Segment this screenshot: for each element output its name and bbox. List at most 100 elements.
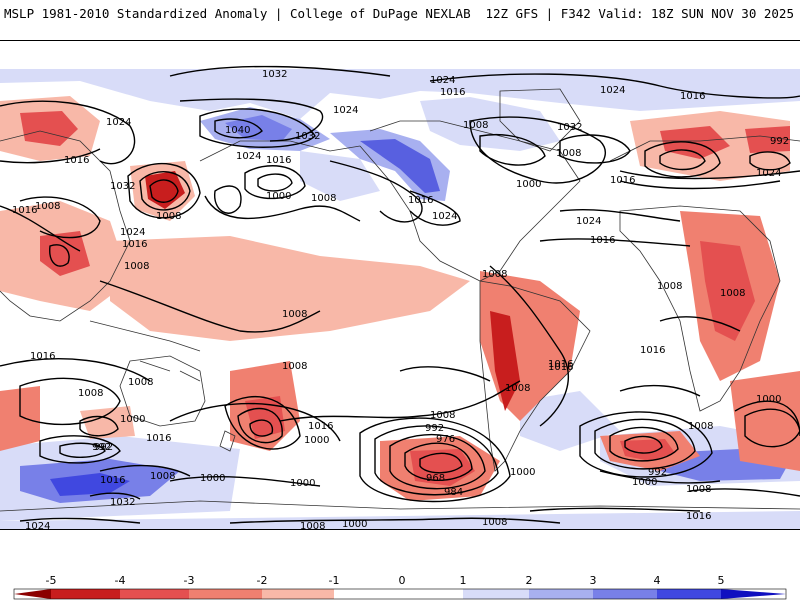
colorbar-swatch-zero: [334, 589, 463, 599]
isobar-label: 1024: [236, 151, 261, 162]
isobar-med-1024: [559, 208, 681, 222]
isobar-sep-low-5: [359, 417, 511, 503]
neg-anomaly-australia: [0, 386, 40, 451]
isobar-label: 1008: [300, 521, 325, 529]
isobar-sep-low-1: [419, 452, 463, 474]
isobar-label: 1024: [576, 216, 601, 227]
colorbar-tick: -3: [183, 574, 195, 587]
isobar-label: 968: [426, 473, 445, 484]
isobar-eur-1016: [619, 180, 781, 190]
isobar-sp-1016: [279, 380, 521, 422]
pos-anomaly-east-pac: [300, 151, 380, 201]
pos-anomaly-siberia-ext: [420, 97, 560, 151]
isobar-label: 992: [94, 442, 113, 453]
isobar-eur-low-3: [749, 151, 791, 171]
isobar-sw-pac-low-1: [249, 419, 274, 437]
isobar-eur-1008: [619, 170, 800, 180]
isobar-label: 1016: [548, 359, 573, 370]
coast-new-zealand: [219, 430, 236, 452]
isobar-label: 1024: [333, 105, 358, 116]
isobar-label: 1008: [720, 288, 745, 299]
isobar-spac-1032: [89, 492, 141, 500]
isobar-conus-1024: [409, 190, 461, 226]
isobar-satl-low-2: [609, 426, 679, 462]
isobar-label: 1016: [12, 205, 37, 216]
anomaly-map: 1032 1024 1016 1024 1024 1016 1024 1008 …: [0, 65, 800, 529]
isobar-canada-1016: [329, 160, 423, 223]
neg-anomaly-africa-b: [700, 241, 755, 341]
colorbar-swatch-pos5: [721, 589, 786, 599]
map-panel: 1032 1024 1016 1024 1024 1016 1024 1008 …: [0, 40, 800, 530]
neg-anomaly-east-aus: [80, 406, 135, 439]
isobar-label: 1032: [295, 131, 320, 142]
isobar-label: 1008: [150, 471, 175, 482]
isobar-label: 1000: [510, 467, 535, 478]
isobar-label: 1024: [600, 85, 625, 96]
isobar-label: 992: [92, 442, 111, 453]
isobar-label: 1008: [35, 201, 60, 212]
colorbar-swatch-pos2: [529, 589, 593, 599]
isobar-label: 1008: [282, 309, 307, 320]
isobar-label: 1016: [610, 175, 635, 186]
isobar-label: 1040: [225, 125, 250, 136]
coast-europe: [609, 135, 800, 162]
isobar-label: 976: [436, 434, 455, 445]
neg-anomaly-andes: [490, 311, 520, 411]
isobar-label: 1008: [430, 410, 455, 421]
isobar-arctic-1024: [429, 73, 800, 99]
isobar-spac-1024: [19, 517, 141, 524]
isobar-label: 1016: [64, 155, 89, 166]
isobar-aus-1008: [0, 358, 151, 382]
neg-anomaly-west-pac-b: [40, 231, 90, 276]
isobar-africa-1008: [659, 316, 741, 332]
isobar-label: 1016: [146, 433, 171, 444]
coast-africa: [619, 205, 781, 412]
coast-australia: [119, 355, 206, 427]
isobar-label: 1008: [78, 388, 103, 399]
coast-antarctica: [0, 500, 800, 512]
coast-maritime: [89, 320, 201, 382]
isobar-sw-pac-1000: [224, 396, 301, 450]
isobar-label: 1024: [106, 117, 131, 128]
isobar-npac-1024: [0, 100, 136, 165]
isobar-alaska-1024: [179, 98, 324, 142]
isobar-label: 1016: [686, 511, 711, 522]
isobar-ak-1032: [199, 108, 316, 148]
isobar-so-1000: [599, 470, 721, 484]
isobar-atl-1016: [539, 238, 691, 247]
isobar-epac-high: [257, 173, 293, 192]
neg-anomaly-sw-pac-b: [245, 396, 285, 439]
isobar-sio-1016: [619, 384, 701, 397]
coast-greenland: [499, 88, 581, 152]
isobar-labels: 1032 1024 1016 1024 1024 1016 1024 1008 …: [12, 69, 789, 529]
isobar-label: 1008: [463, 120, 488, 131]
colorbar-tick: -5: [45, 574, 57, 587]
isobar-label: 1016: [548, 362, 573, 373]
coastlines: [0, 88, 800, 512]
isobar-label: 1016: [30, 351, 55, 362]
isobar-label: 1008: [482, 269, 507, 280]
isobar-so-1008b: [229, 517, 561, 524]
isobar-gulf-ak-low-1: [149, 179, 179, 203]
isobar-label: 1000: [120, 414, 145, 425]
isobar-label: 1032: [262, 69, 287, 80]
isobar-sep-low-4: [374, 425, 499, 496]
isobar-sep-low-3: [389, 434, 486, 490]
isobar-label: 1024: [430, 75, 455, 86]
isobar-wpac-1016: [0, 205, 81, 252]
model-valid-time: 12Z GFS | F342 Valid: 18Z SUN NOV 30 202…: [485, 6, 794, 21]
colorbar-swatch-pos3: [593, 589, 657, 599]
isobar-label: 1024: [120, 227, 145, 238]
isobar-label: 1008: [556, 148, 581, 159]
isobar-arctic-1032: [169, 65, 391, 77]
isobar-indian-low-2: [734, 400, 800, 437]
isobar-label: 1008: [688, 421, 713, 432]
colorbar-swatch-neg5: [14, 589, 51, 599]
colorbar-swatch-pos1: [463, 589, 529, 599]
colorbar-tick: -1: [328, 574, 340, 587]
isobar-label: 984: [444, 487, 463, 498]
colorbar-swatch-neg2: [189, 589, 262, 599]
isobar-label: 1016: [100, 475, 125, 486]
isobar-natl-high: [559, 134, 631, 164]
isobar-epac-1000: [214, 185, 242, 214]
